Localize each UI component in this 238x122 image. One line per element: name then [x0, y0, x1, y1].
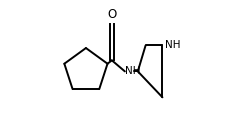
Text: O: O	[107, 8, 116, 21]
Text: NH: NH	[165, 40, 180, 50]
Text: NH: NH	[125, 66, 141, 76]
